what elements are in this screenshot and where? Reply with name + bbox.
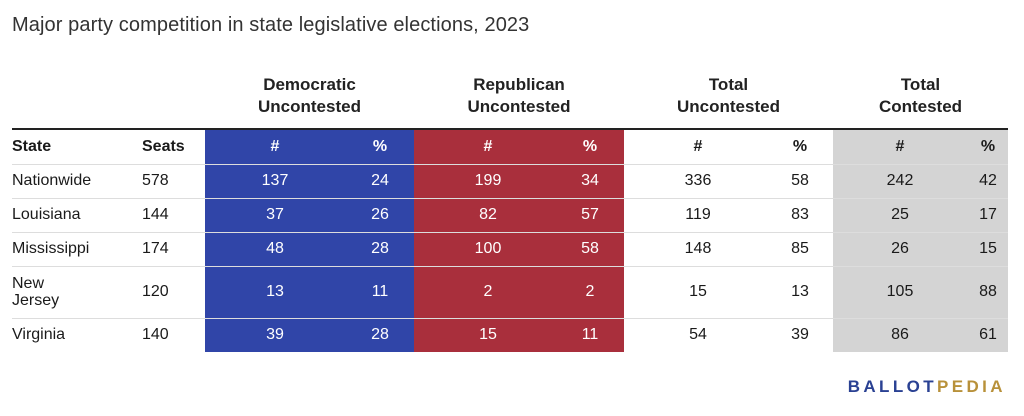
- row-divider: [12, 164, 1008, 165]
- cell-tc-p: 88: [979, 283, 997, 300]
- chart-title: Major party competition in state legisla…: [12, 14, 530, 36]
- cell-rep-n: 2: [483, 283, 493, 300]
- cell-dem-n: 137: [261, 172, 289, 189]
- cell-tu-p: 85: [791, 240, 809, 257]
- cell-tu-n: 336: [684, 172, 712, 189]
- cell-seats: 578: [142, 172, 169, 189]
- cell-seats: 174: [142, 240, 169, 257]
- cell-tu-p: 39: [791, 326, 809, 343]
- header-total-unc-number: #: [693, 138, 703, 155]
- cell-tu-p: 13: [791, 283, 809, 300]
- cell-rep-p: 58: [581, 240, 599, 257]
- cell-seats: 144: [142, 206, 169, 223]
- cell-state: New Jersey: [12, 275, 60, 309]
- cell-tc-n: 86: [891, 326, 909, 343]
- ballotpedia-logo: BALLOTPEDIA: [848, 377, 1006, 397]
- democratic-column-background: [205, 130, 414, 352]
- table-row: Mississippi 174 48 28 100 58 148 85 26 15: [12, 232, 1008, 266]
- header-state: State: [12, 138, 52, 155]
- group-header-line: Republican: [473, 75, 565, 94]
- cell-state: Nationwide: [12, 172, 92, 189]
- cell-tc-p: 17: [979, 206, 997, 223]
- cell-dem-n: 13: [266, 283, 284, 300]
- cell-rep-n: 15: [479, 326, 497, 343]
- header-seats: Seats: [142, 138, 185, 155]
- cell-state: Mississippi: [12, 240, 90, 257]
- group-header-line: Contested: [878, 97, 963, 116]
- contested-column-background: [833, 130, 1008, 352]
- group-header-total-uncontested: Total Uncontested: [624, 70, 833, 122]
- group-header-total-contested: Total Contested: [833, 70, 1008, 122]
- cell-dem-n: 37: [266, 206, 284, 223]
- cell-tc-n: 26: [891, 240, 909, 257]
- cell-tc-p: 61: [979, 326, 997, 343]
- cell-tc-n: 242: [886, 172, 914, 189]
- logo-part-ballot: BALLOT: [847, 377, 938, 396]
- cell-tu-n: 54: [689, 326, 707, 343]
- row-divider: [12, 198, 1008, 199]
- group-header-line: Uncontested: [467, 97, 571, 116]
- cell-dem-p: 28: [371, 326, 389, 343]
- header-dem-number: #: [270, 138, 280, 155]
- table-row: Louisiana 144 37 26 82 57 119 83 25 17: [12, 198, 1008, 232]
- cell-dem-p: 24: [371, 172, 389, 189]
- header-total-con-number: #: [895, 138, 905, 155]
- group-header-line: Democratic: [263, 75, 356, 94]
- cell-tu-n: 148: [684, 240, 712, 257]
- table-row: New Jersey 120 13 11 2 2 15 13 105 88: [12, 266, 1008, 318]
- group-header-line: Total: [708, 75, 749, 94]
- cell-seats: 120: [142, 283, 169, 300]
- cell-tu-n: 15: [689, 283, 707, 300]
- cell-rep-n: 199: [474, 172, 502, 189]
- group-header-line: Uncontested: [258, 97, 361, 116]
- cell-dem-p: 28: [371, 240, 389, 257]
- cell-tc-p: 42: [979, 172, 997, 189]
- header-rule: [12, 128, 1008, 130]
- cell-tu-p: 83: [791, 206, 809, 223]
- cell-tc-n: 105: [886, 283, 914, 300]
- cell-rep-p: 11: [581, 326, 599, 343]
- group-header-line: Uncontested: [677, 97, 780, 116]
- cell-rep-p: 57: [581, 206, 599, 223]
- table-row: Virginia 140 39 28 15 11 54 39 86 61: [12, 318, 1008, 352]
- header-rep-percent: %: [582, 138, 598, 155]
- cell-tc-n: 25: [891, 206, 909, 223]
- cell-dem-n: 48: [266, 240, 284, 257]
- header-dem-percent: %: [372, 138, 388, 155]
- cell-tc-p: 15: [979, 240, 997, 257]
- cell-rep-n: 100: [474, 240, 502, 257]
- group-header-republican: Republican Uncontested: [414, 70, 624, 122]
- cell-rep-p: 34: [581, 172, 599, 189]
- cell-seats: 140: [142, 326, 169, 343]
- header-total-unc-percent: %: [792, 138, 808, 155]
- cell-dem-p: 11: [371, 283, 389, 300]
- header-total-con-percent: %: [980, 138, 996, 155]
- cell-state: Virginia: [12, 326, 66, 343]
- group-header-democratic: Democratic Uncontested: [205, 70, 414, 122]
- cell-rep-n: 82: [479, 206, 497, 223]
- cell-state: Louisiana: [12, 206, 81, 223]
- table-row: Nationwide 578 137 24 199 34 336 58 242 42: [12, 164, 1008, 198]
- table-header-row: State Seats # % # % # % # %: [12, 130, 1008, 164]
- cell-dem-n: 39: [266, 326, 284, 343]
- row-divider: [12, 232, 1008, 233]
- cell-tu-n: 119: [685, 206, 711, 223]
- logo-part-pedia: PEDIA: [937, 377, 1006, 396]
- row-divider: [12, 266, 1008, 267]
- header-rep-number: #: [483, 138, 493, 155]
- group-header-line: Total: [900, 75, 941, 94]
- cell-dem-p: 26: [371, 206, 389, 223]
- cell-rep-p: 2: [585, 283, 595, 300]
- republican-column-background: [414, 130, 624, 352]
- cell-tu-p: 58: [791, 172, 809, 189]
- row-divider: [12, 318, 1008, 319]
